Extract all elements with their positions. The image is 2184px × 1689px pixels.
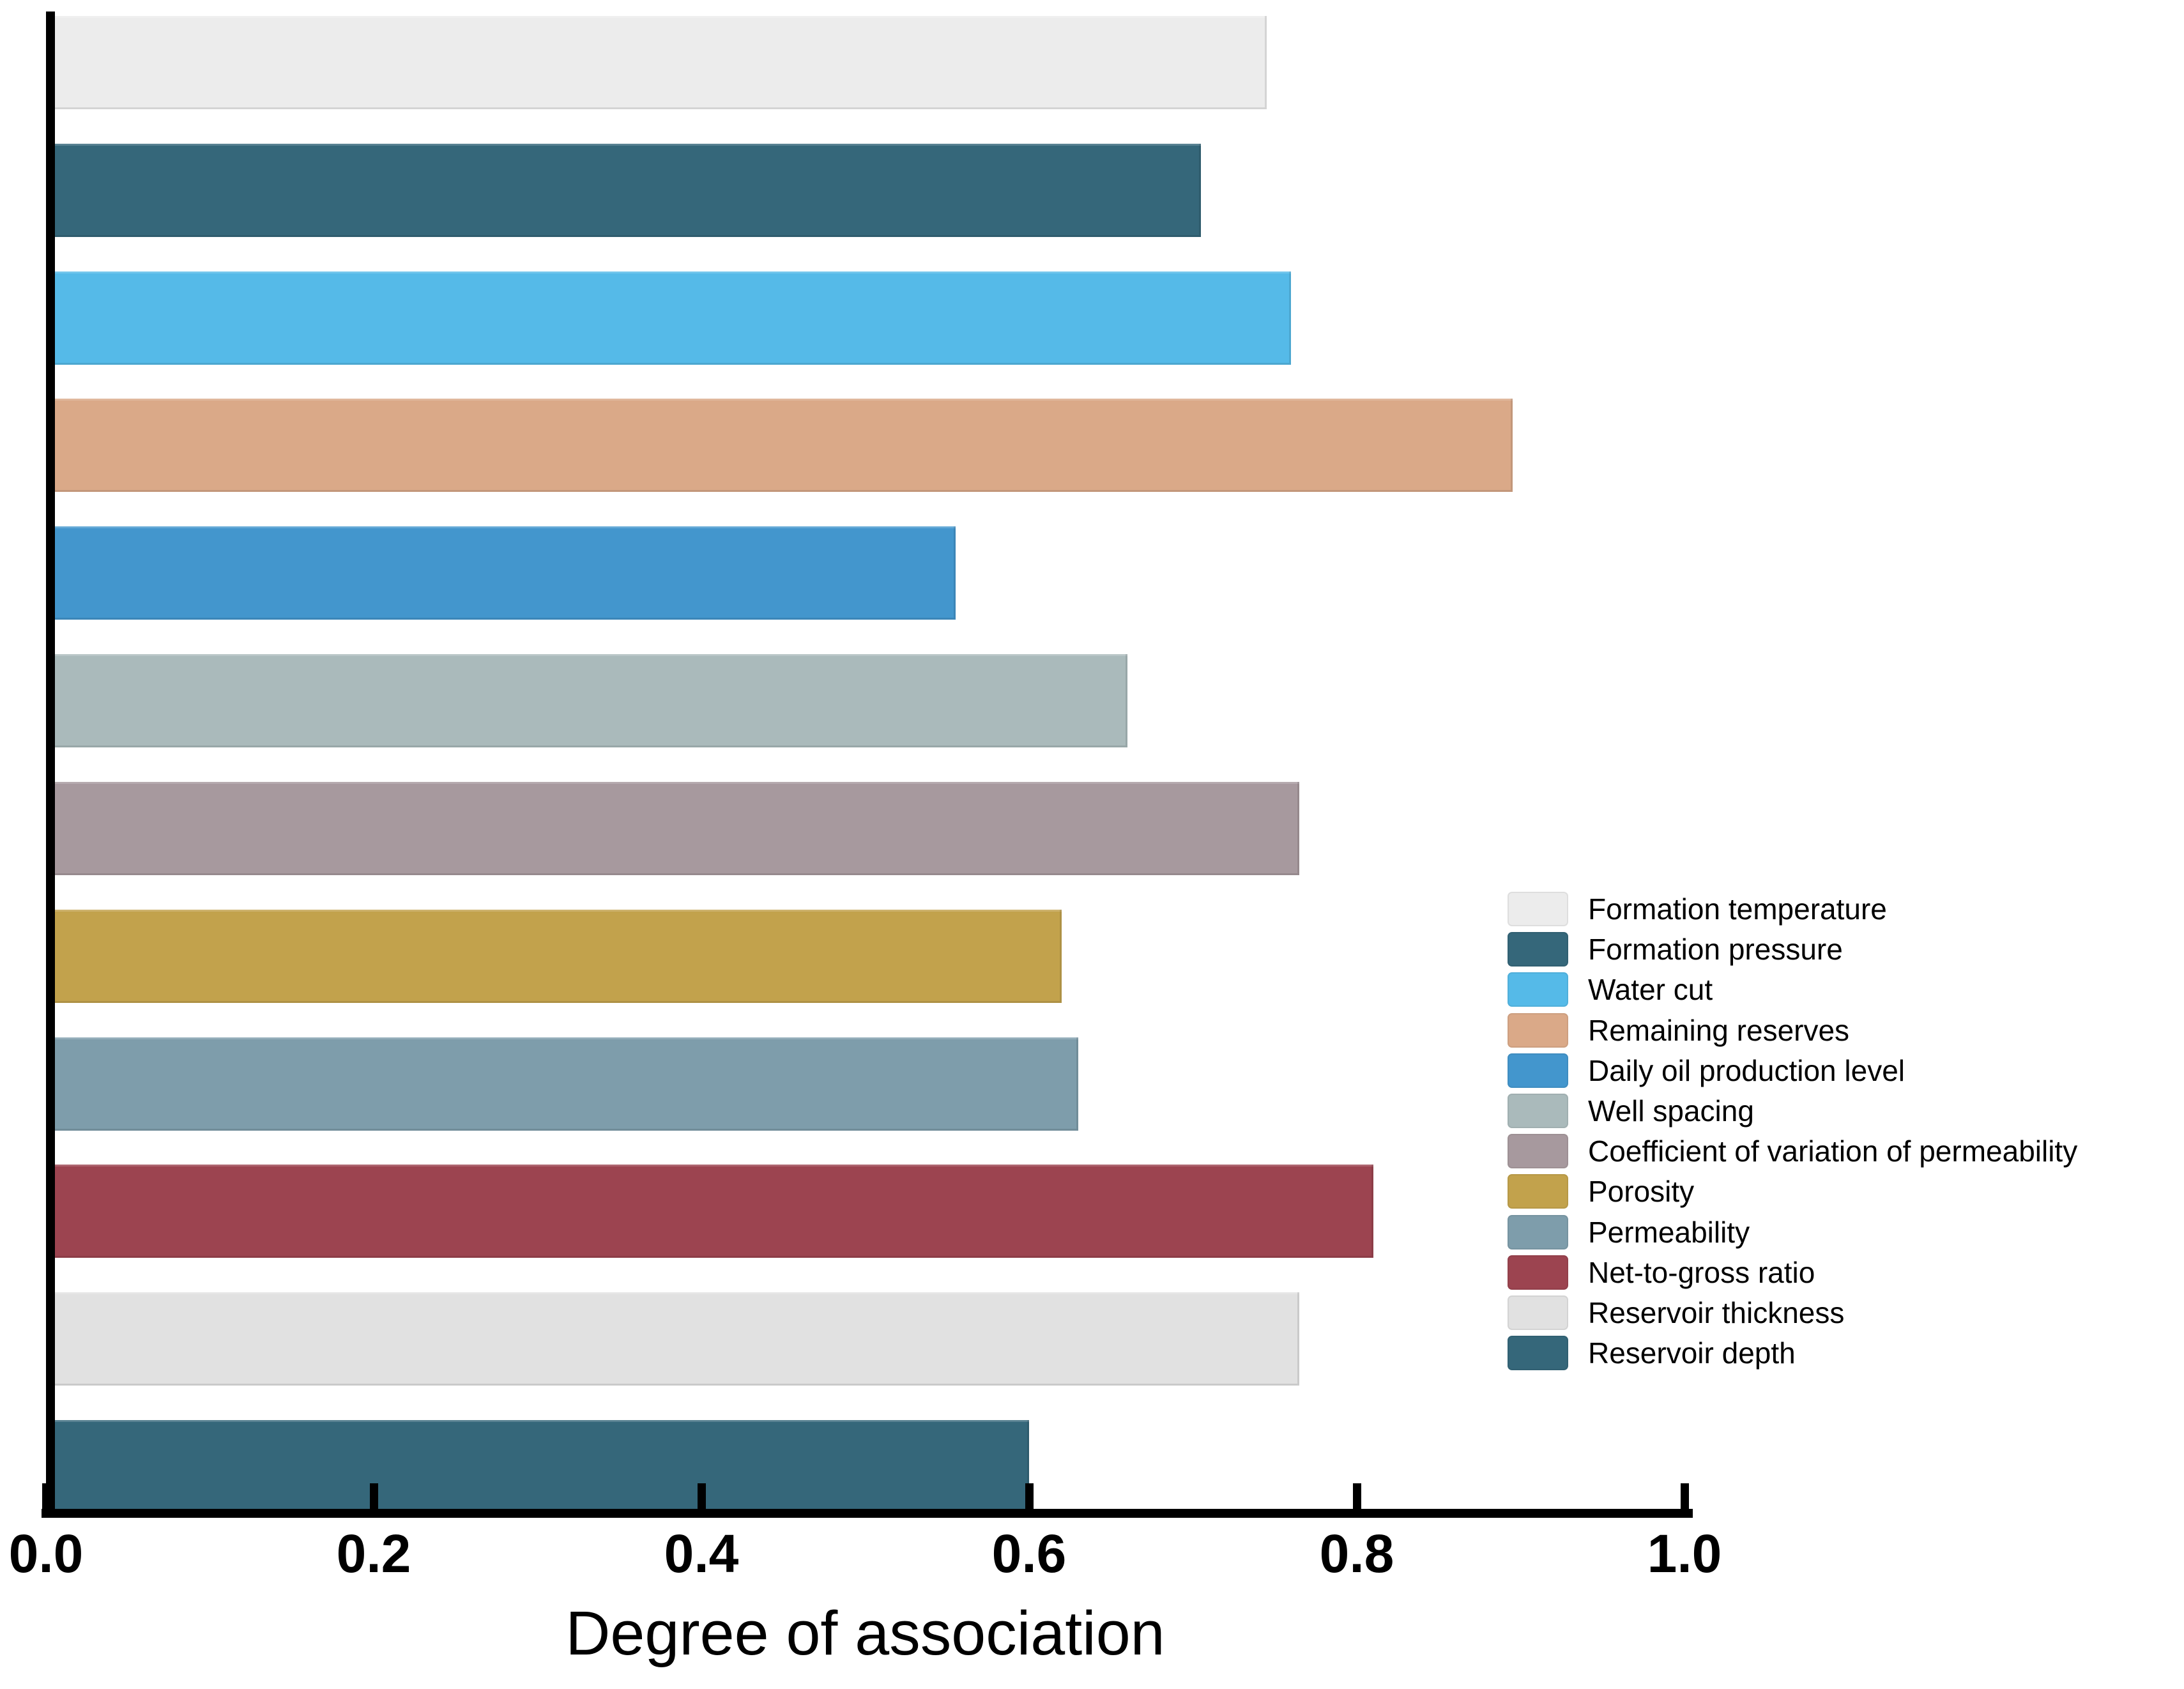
legend-swatch-water-cut	[1508, 972, 1568, 1007]
legend-label-water-cut: Water cut	[1588, 973, 1713, 1006]
bar-porosity	[55, 909, 1062, 1003]
legend-item-coefficient-of-variation-of-permeability: Coefficient of variation of permeability	[1508, 1134, 2077, 1168]
x-tick-0.6	[1025, 1483, 1034, 1509]
bar-permeability	[55, 1037, 1078, 1131]
legend-label-reservoir-thickness: Reservoir thickness	[1588, 1296, 1845, 1329]
bar-formation-temperature	[55, 16, 1267, 109]
legend-item-permeability: Permeability	[1508, 1215, 1750, 1250]
legend-item-reservoir-depth: Reservoir depth	[1508, 1336, 1796, 1370]
legend-item-water-cut: Water cut	[1508, 972, 1713, 1007]
bar-formation-pressure	[55, 143, 1201, 237]
x-axis-line	[42, 1509, 1693, 1518]
legend-swatch-formation-pressure	[1508, 932, 1568, 967]
x-tick-label-0.0: 0.0	[8, 1524, 84, 1584]
legend-swatch-daily-oil-production-level	[1508, 1053, 1568, 1088]
legend-swatch-coefficient-of-variation-of-permeability	[1508, 1134, 1568, 1168]
x-tick-label-0.6: 0.6	[991, 1524, 1067, 1584]
legend-swatch-formation-temperature	[1508, 892, 1568, 926]
bar-well-spacing	[55, 654, 1127, 748]
bar-reservoir-thickness	[55, 1292, 1299, 1386]
legend-swatch-porosity	[1508, 1174, 1568, 1209]
bar-water-cut	[55, 271, 1291, 365]
x-tick-label-0.8: 0.8	[1319, 1524, 1394, 1584]
legend-label-remaining-reserves: Remaining reserves	[1588, 1014, 1850, 1047]
legend-item-well-spacing: Well spacing	[1508, 1094, 1754, 1128]
legend-label-daily-oil-production-level: Daily oil production level	[1588, 1054, 1905, 1087]
legend-label-permeability: Permeability	[1588, 1216, 1750, 1249]
bar-reservoir-depth	[55, 1420, 1029, 1514]
legend-item-formation-temperature: Formation temperature	[1508, 892, 1887, 926]
legend-swatch-permeability	[1508, 1215, 1568, 1250]
x-tick-label-1.0: 1.0	[1647, 1524, 1722, 1584]
legend-item-remaining-reserves: Remaining reserves	[1508, 1013, 1849, 1048]
legend-label-reservoir-depth: Reservoir depth	[1588, 1336, 1796, 1370]
x-tick-label-0.2: 0.2	[336, 1524, 411, 1584]
x-axis-title: Degree of association	[565, 1598, 1165, 1668]
y-axis-line	[46, 11, 55, 1517]
legend-item-daily-oil-production-level: Daily oil production level	[1508, 1053, 1905, 1088]
x-tick-label-0.4: 0.4	[664, 1524, 739, 1584]
x-tick-0.4	[698, 1483, 706, 1509]
legend-label-formation-pressure: Formation pressure	[1588, 933, 1843, 966]
bar-net-to-gross-ratio	[55, 1165, 1373, 1258]
legend-swatch-well-spacing	[1508, 1094, 1568, 1128]
legend-swatch-remaining-reserves	[1508, 1013, 1568, 1048]
legend-label-coefficient-of-variation-of-permeability: Coefficient of variation of permeability	[1588, 1135, 2078, 1168]
legend-item-reservoir-thickness: Reservoir thickness	[1508, 1295, 1844, 1330]
legend-label-well-spacing: Well spacing	[1588, 1094, 1754, 1127]
legend-swatch-reservoir-depth	[1508, 1336, 1568, 1370]
legend-item-formation-pressure: Formation pressure	[1508, 932, 1843, 967]
legend-item-porosity: Porosity	[1508, 1174, 1694, 1209]
bar-coefficient-of-variation-of-permeability	[55, 781, 1299, 875]
bar-remaining-reserves	[55, 399, 1513, 493]
legend-swatch-reservoir-thickness	[1508, 1295, 1568, 1330]
legend-swatch-net-to-gross-ratio	[1508, 1255, 1568, 1290]
legend-label-net-to-gross-ratio: Net-to-gross ratio	[1588, 1256, 1815, 1289]
x-tick-0.0	[42, 1483, 50, 1509]
bar-daily-oil-production-level	[55, 526, 956, 620]
legend-label-formation-temperature: Formation temperature	[1588, 892, 1887, 926]
x-tick-0.2	[370, 1483, 378, 1509]
x-tick-1.0	[1681, 1483, 1689, 1509]
legend-item-net-to-gross-ratio: Net-to-gross ratio	[1508, 1255, 1815, 1290]
legend-label-porosity: Porosity	[1588, 1175, 1695, 1208]
x-tick-0.8	[1353, 1483, 1361, 1509]
